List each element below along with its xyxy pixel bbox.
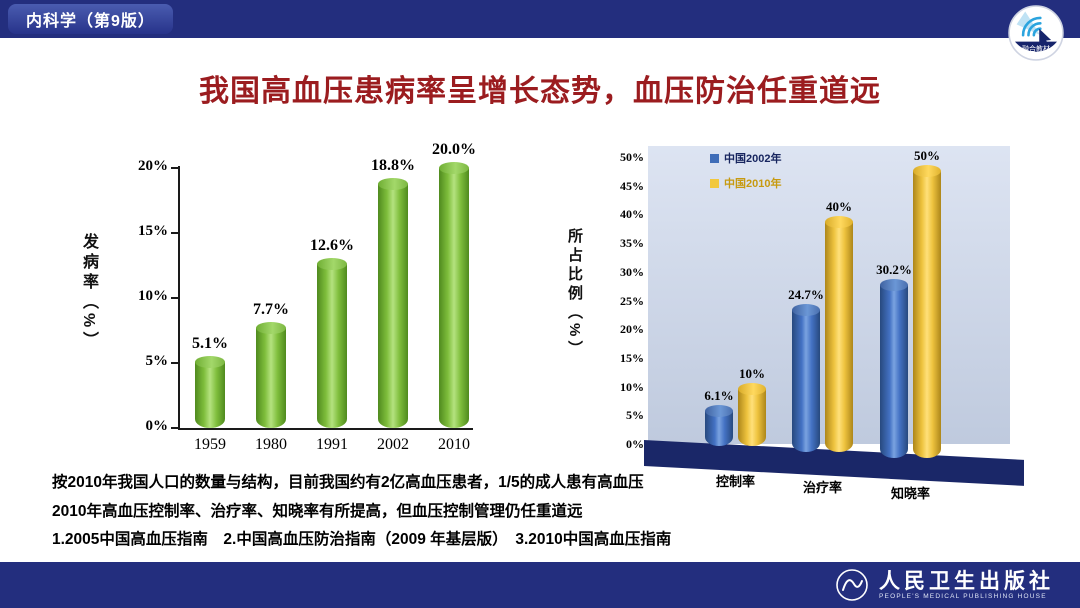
left-y-tick-label: 5% [145,353,169,369]
right-y-tick-label: 5% [626,408,644,423]
integrated-textbook-badge: 融合教材 [1008,5,1064,61]
right-y-tick-label: 25% [620,293,644,308]
course-badge: 内科学（第9版） [8,4,173,34]
notes-block: 按2010年我国人口的数量与结构，目前我国约有2亿高血压患者，1/5的成人患有高… [52,472,1012,558]
right-bar-控制率-中国2010年 [738,383,766,446]
rates-chart: 所占比例（%） 中国2002年 中国2010年 0% 5% 10% 15% 20% 25%… [560,128,1040,506]
legend-label-2010: 中国2010年 [724,178,782,190]
left-chart-y-axis-label: 发病率（%） [80,233,97,352]
page-title: 我国高血压患病率呈增长态势，血压防治任重道远 [199,75,881,108]
left-y-tick-label: 20% [138,158,168,174]
left-bar-1959 [195,356,225,428]
right-bar-知晓率-中国2010年 [913,165,941,458]
legend-item-2002: 中国2002年 [710,150,781,166]
right-chart-y-axis-label: 所占比例（%） [566,228,583,360]
incidence-chart: 发病率（%） 0% 5% 10% 15% 20% 5.1% 1959 7.7% 1980 12.6… [60,128,505,476]
left-bar-1980 [256,322,286,428]
right-bar-value-label: 10% [739,366,765,381]
right-bar-知晓率-中国2002年 [880,279,908,458]
right-y-tick-label: 35% [620,236,644,251]
legend-swatch-2010 [710,178,719,188]
course-title: 内科学（第9版） [26,13,155,30]
chart-legend: 中国2002年 中国2010年 [710,150,781,200]
note-line-1: 按2010年我国人口的数量与结构，目前我国约有2亿高血压患者，1/5的成人患有高… [52,474,644,491]
left-y-tick-label: 0% [145,418,169,434]
right-x-label-知晓率: 知晓率 [890,486,930,501]
left-bar-value-label: 20.0% [432,141,476,158]
left-x-tick-label: 1980 [255,436,287,453]
right-x-label-治疗率: 治疗率 [802,480,842,495]
left-x-tick-label: 1991 [316,436,348,453]
right-bar-value-label: 50% [914,148,940,163]
right-x-label-控制率: 控制率 [715,474,755,489]
left-bar-value-label: 18.8% [371,157,415,174]
left-x-tick-label: 2002 [377,436,409,453]
left-bar-value-label: 5.1% [192,335,228,352]
right-bar-控制率-中国2002年 [705,405,733,446]
left-bar-value-label: 12.6% [310,237,354,254]
left-bar-1991 [317,258,347,428]
left-x-axis [178,428,473,430]
left-y-tick [171,427,178,429]
footer-bar: 人民卫生出版社 PEOPLE'S MEDICAL PUBLISHING HOUS… [0,562,1080,608]
left-y-tick [171,232,178,234]
left-y-tick [171,362,178,364]
left-y-tick-label: 15% [138,223,168,239]
right-bar-value-label: 24.7% [788,287,824,302]
right-bar-治疗率-中国2010年 [825,216,853,452]
left-bar-value-label: 7.7% [253,301,289,318]
top-bar: 内科学（第9版） [0,0,1080,38]
right-bar-治疗率-中国2002年 [792,304,820,452]
left-y-tick [171,167,178,169]
publisher-name-en: PEOPLE'S MEDICAL PUBLISHING HOUSE [879,592,1047,600]
badge-label: 融合教材 [1022,44,1050,53]
right-bar-value-label: 40% [826,199,852,214]
right-y-tick-label: 30% [620,264,644,279]
publisher-name-cn: 人民卫生出版社 [879,568,1054,593]
left-x-tick-label: 1959 [194,436,226,453]
left-x-tick-label: 2010 [438,436,470,453]
hand-wifi-icon: 融合教材 [1008,5,1064,61]
right-bar-value-label: 30.2% [876,262,912,277]
note-line-2: 2010年高血压控制率、治疗率、知晓率有所提高，但血压控制管理仍任重道远 [52,502,583,520]
legend-label-2002: 中国2002年 [724,153,782,165]
right-y-tick-label: 20% [620,322,644,337]
right-y-tick-label: 40% [620,207,644,222]
left-bar-2010 [439,162,469,428]
right-y-tick-label: 10% [620,379,644,394]
publisher-block: 人民卫生出版社 PEOPLE'S MEDICAL PUBLISHING HOUS… [834,567,1054,603]
right-y-tick-label: 0% [626,437,644,451]
right-bar-value-label: 6.1% [704,388,734,403]
left-y-tick-label: 10% [138,288,168,304]
right-y-tick-label: 50% [620,150,644,164]
right-y-tick-label: 45% [620,178,644,193]
left-bar-2002 [378,178,408,428]
publisher-logo-icon [836,569,868,601]
left-y-tick [171,297,178,299]
legend-swatch-2002 [710,153,719,163]
right-y-tick-label: 15% [620,350,644,365]
legend-item-2010: 中国2010年 [710,175,781,191]
note-line-3: 1.2005中国高血压指南 2.中国高血压防治指南（2009 年基层版） 3.2… [52,531,672,549]
left-y-axis [178,166,180,429]
